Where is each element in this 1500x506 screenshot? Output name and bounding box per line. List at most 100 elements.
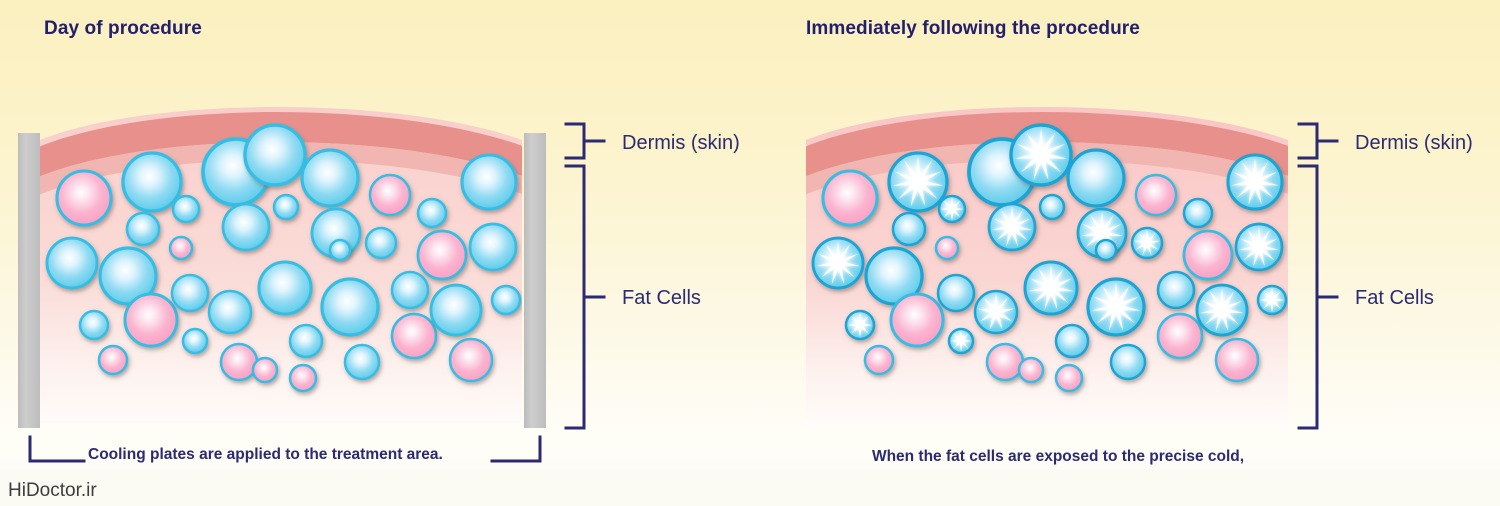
fat-cell-pink [390, 312, 438, 360]
fat-cell-blue [98, 246, 158, 306]
cell-body [1182, 229, 1234, 281]
caption-left: Cooling plates are applied to the treatm… [88, 446, 443, 463]
fat-cell-blue [300, 148, 360, 208]
cell-body [170, 273, 210, 313]
panel-left [18, 107, 606, 463]
fat-cell-blue [1038, 193, 1066, 221]
crystal-star-icon [892, 156, 944, 207]
crystal-star-icon [1028, 265, 1074, 310]
cell-body [1054, 323, 1090, 359]
fat-cell-pink [1156, 312, 1204, 360]
cell-body [171, 194, 201, 224]
fat-cell-blue [272, 193, 300, 221]
fat-cell-pink [1182, 229, 1234, 281]
fat-cell-blue [121, 151, 183, 213]
fat-cell-blue [490, 284, 522, 316]
cell-body [1156, 312, 1204, 360]
cell-body [1214, 337, 1260, 383]
cell-body [364, 226, 398, 260]
fat-cell-pink [123, 292, 179, 348]
fat-cell-blue [864, 246, 924, 306]
crystal-star-icon [847, 312, 873, 338]
cell-body [219, 342, 259, 382]
cell-body [1134, 173, 1178, 217]
fat-cell-blue [207, 289, 253, 335]
fat-cell-pink [97, 344, 129, 376]
right-dermis-band [806, 112, 1288, 178]
fat-cell-blue [171, 194, 201, 224]
fat-cell-blue [1109, 343, 1147, 381]
panel-right [806, 107, 1339, 430]
fat-cell-blue [78, 309, 110, 341]
fat-cell-blue [243, 123, 307, 187]
fat-cell-blue [416, 197, 448, 229]
cell-body [863, 344, 895, 376]
fat-cell-blue [170, 273, 210, 313]
cell-body [125, 211, 161, 247]
cell-body [123, 292, 179, 348]
bracket-fat-left [564, 164, 606, 430]
fat-cell-blue [844, 309, 876, 341]
crystal-star-icon [991, 206, 1033, 247]
cell-body [889, 292, 945, 348]
fat-cell-pink [889, 292, 945, 348]
fat-cell-pink [1134, 173, 1178, 217]
cell-body [257, 260, 313, 316]
right-cell-group [811, 123, 1288, 393]
cell-body [490, 284, 522, 316]
fat-cell-blue [181, 327, 209, 355]
fat-cell-blue [947, 327, 975, 355]
fat-cell-blue [328, 238, 352, 262]
fat-cell-blue [45, 236, 99, 290]
cooling-plate-right [524, 133, 546, 428]
fat-cell-blue [811, 236, 865, 290]
watermark-strip [0, 470, 1500, 506]
fat-cell-pink [219, 342, 259, 382]
cell-body [78, 309, 110, 341]
fat-cell-blue [937, 194, 967, 224]
fat-cell-blue [891, 211, 927, 247]
crystal-star-icon [1134, 229, 1160, 256]
fat-cell-blue [973, 289, 1019, 335]
cell-body [181, 327, 209, 355]
cell-body [1156, 270, 1196, 310]
fat-cell-pink [821, 169, 879, 227]
cell-body [891, 211, 927, 247]
cell-body [821, 169, 879, 227]
fat-cell-pink [55, 169, 113, 227]
fat-cell-blue [429, 283, 483, 337]
fat-cell-blue [1226, 153, 1284, 211]
fat-cell-blue [343, 343, 381, 381]
cell-body [288, 363, 318, 393]
fat-cell-blue [1086, 277, 1146, 337]
fat-cell-blue [460, 153, 518, 211]
fat-cell-blue [288, 323, 324, 359]
cell-body [416, 229, 468, 281]
cell-body [121, 151, 183, 213]
fat-cell-blue [468, 222, 518, 272]
cell-body [243, 123, 307, 187]
cell-body [288, 323, 324, 359]
fat-cell-blue [1195, 283, 1249, 337]
fat-cell-blue [1023, 260, 1079, 316]
fat-cell-blue [221, 202, 271, 252]
fat-cell-pink [985, 342, 1025, 382]
left-cell-group [45, 123, 522, 393]
cooling-plate-left [18, 133, 40, 428]
fat-cell-pink [288, 363, 318, 393]
cell-body [1094, 238, 1118, 262]
cell-body [1054, 363, 1084, 393]
crystal-star-icon [1238, 226, 1280, 267]
fat-cell-blue [1009, 123, 1073, 187]
cell-body [168, 235, 194, 261]
cell-body [1038, 193, 1066, 221]
label-fat-cells-right: Fat Cells [1355, 287, 1434, 309]
cell-body [416, 197, 448, 229]
crystal-star-icon [940, 197, 964, 221]
fat-cell-pink [448, 337, 494, 383]
cell-body [368, 173, 412, 217]
fat-cell-blue [987, 202, 1037, 252]
bracket-dermis-right [1297, 122, 1339, 160]
fat-cell-pink [368, 173, 412, 217]
